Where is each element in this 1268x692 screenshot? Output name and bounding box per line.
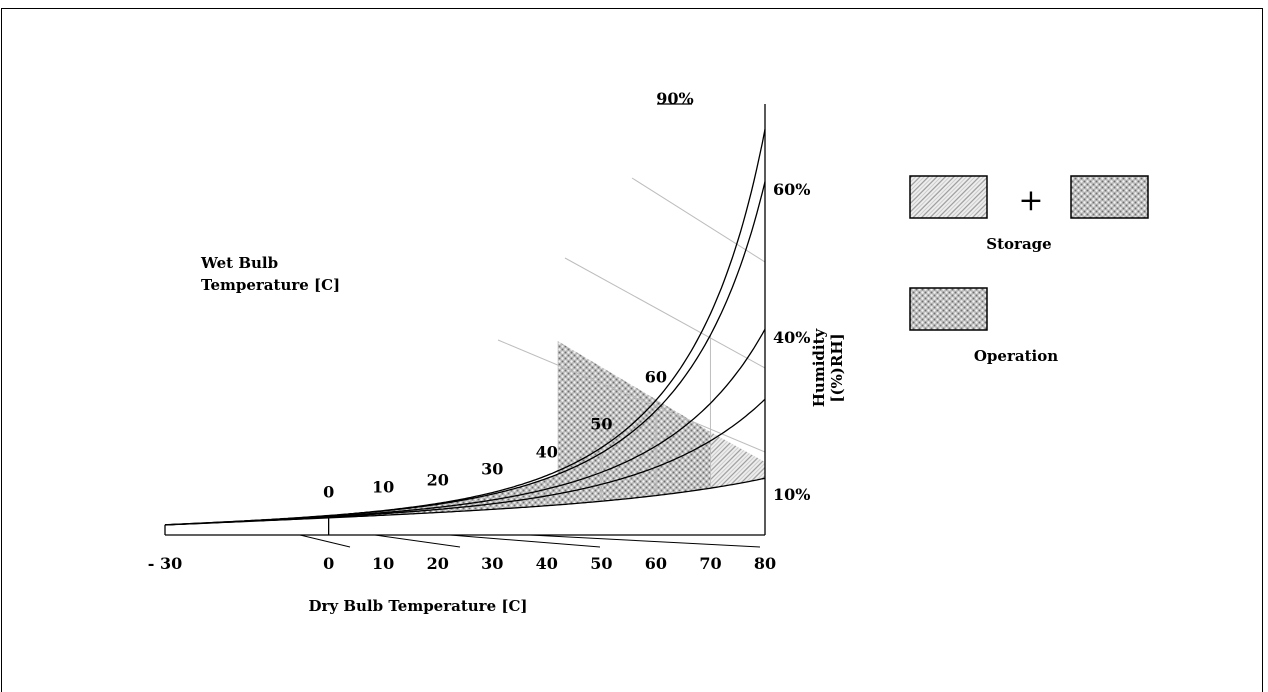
wet-bulb-tick-line (299, 534, 351, 548)
x-tick-label: - 30 (148, 554, 182, 573)
rh-label-60: 60% (773, 180, 810, 199)
x-tick-label: 50 (590, 554, 612, 573)
wet-bulb-tick-line (529, 534, 761, 548)
x-tick-label: 20 (427, 554, 449, 573)
wet-bulb-label-line2: Temperature [C] (201, 276, 340, 294)
legend-operation-swatch-storage (1070, 175, 1149, 219)
humidity-axis-label-line1: Humidity (810, 327, 828, 407)
wet-bulb-tick-label: 20 (427, 470, 449, 489)
wet-bulb-tick-label: 10 (372, 478, 394, 497)
wet-bulb-tick-label: 50 (590, 415, 612, 434)
operation-region (328, 341, 711, 518)
wet-bulb-tick-label: 40 (536, 442, 558, 461)
storage-region-right (710, 432, 765, 489)
wet-bulb-tick-line (374, 534, 461, 548)
legend-operation-swatch (909, 287, 988, 331)
x-tick-label: 40 (536, 554, 558, 573)
wet-bulb-gridline (631, 177, 766, 263)
wet-bulb-tick-line (449, 534, 601, 548)
wet-bulb-gridline (564, 257, 766, 369)
x-tick-label: 70 (699, 554, 721, 573)
wet-bulb-gridline (497, 339, 766, 453)
rh-curve-10 (164, 477, 766, 526)
rh-label-90: 90% (656, 89, 693, 108)
x-tick-label: 60 (645, 554, 667, 573)
x-axis-label: Dry Bulb Temperature [C] (309, 597, 528, 615)
legend-storage-swatch (909, 175, 988, 219)
legend: + Storage Operation (909, 175, 1149, 365)
x-tick-label: 0 (323, 554, 334, 573)
wet-bulb-tick-label: 30 (481, 460, 503, 479)
legend-operation-label: Operation (974, 347, 1058, 365)
x-tick-label: 30 (481, 554, 503, 573)
legend-storage-label: Storage (986, 235, 1051, 253)
chart-frame (1, 8, 1263, 692)
legend-plus-sign: + (1018, 183, 1043, 218)
humidity-axis-label-line2: [(%)RH] (828, 333, 846, 402)
wet-bulb-tick-label: 0 (323, 483, 334, 502)
wet-bulb-tick-label: 60 (645, 367, 667, 386)
rh-label-10: 10% (773, 485, 810, 504)
rh-label-40: 40% (773, 328, 810, 347)
x-tick-label: 80 (754, 554, 776, 573)
x-tick-label: 10 (372, 554, 394, 573)
wet-bulb-label-line1: Wet Bulb (200, 254, 278, 272)
saturation-curve (164, 129, 766, 526)
